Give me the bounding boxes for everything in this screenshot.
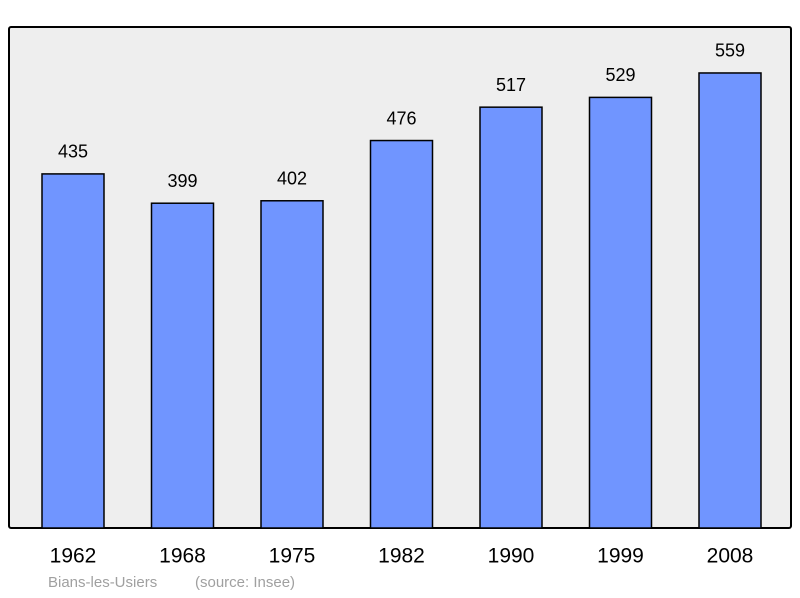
value-label: 529 [605,65,635,85]
bar [479,106,543,529]
bar [41,173,105,529]
bar [260,200,324,529]
x-tick-label: 2008 [707,545,754,568]
value-label: 559 [715,41,745,61]
value-label: 517 [496,75,526,95]
x-tick-label: 1975 [269,545,316,568]
bar [698,72,762,529]
source-note: (source: Insee) [195,574,295,591]
x-tick-label: 1982 [378,545,425,568]
place-name: Bians-les-Usiers [48,574,157,591]
x-tick-label: 1999 [597,545,644,568]
x-tick-label: 1968 [159,545,206,568]
x-tick-label: 1962 [50,545,97,568]
bar [150,202,215,529]
value-label: 435 [58,142,88,162]
value-label: 399 [167,171,197,191]
value-label: 402 [277,169,307,189]
x-tick-label: 1990 [488,545,535,568]
bar [369,139,434,529]
value-label: 476 [386,108,416,128]
bar [588,96,653,529]
